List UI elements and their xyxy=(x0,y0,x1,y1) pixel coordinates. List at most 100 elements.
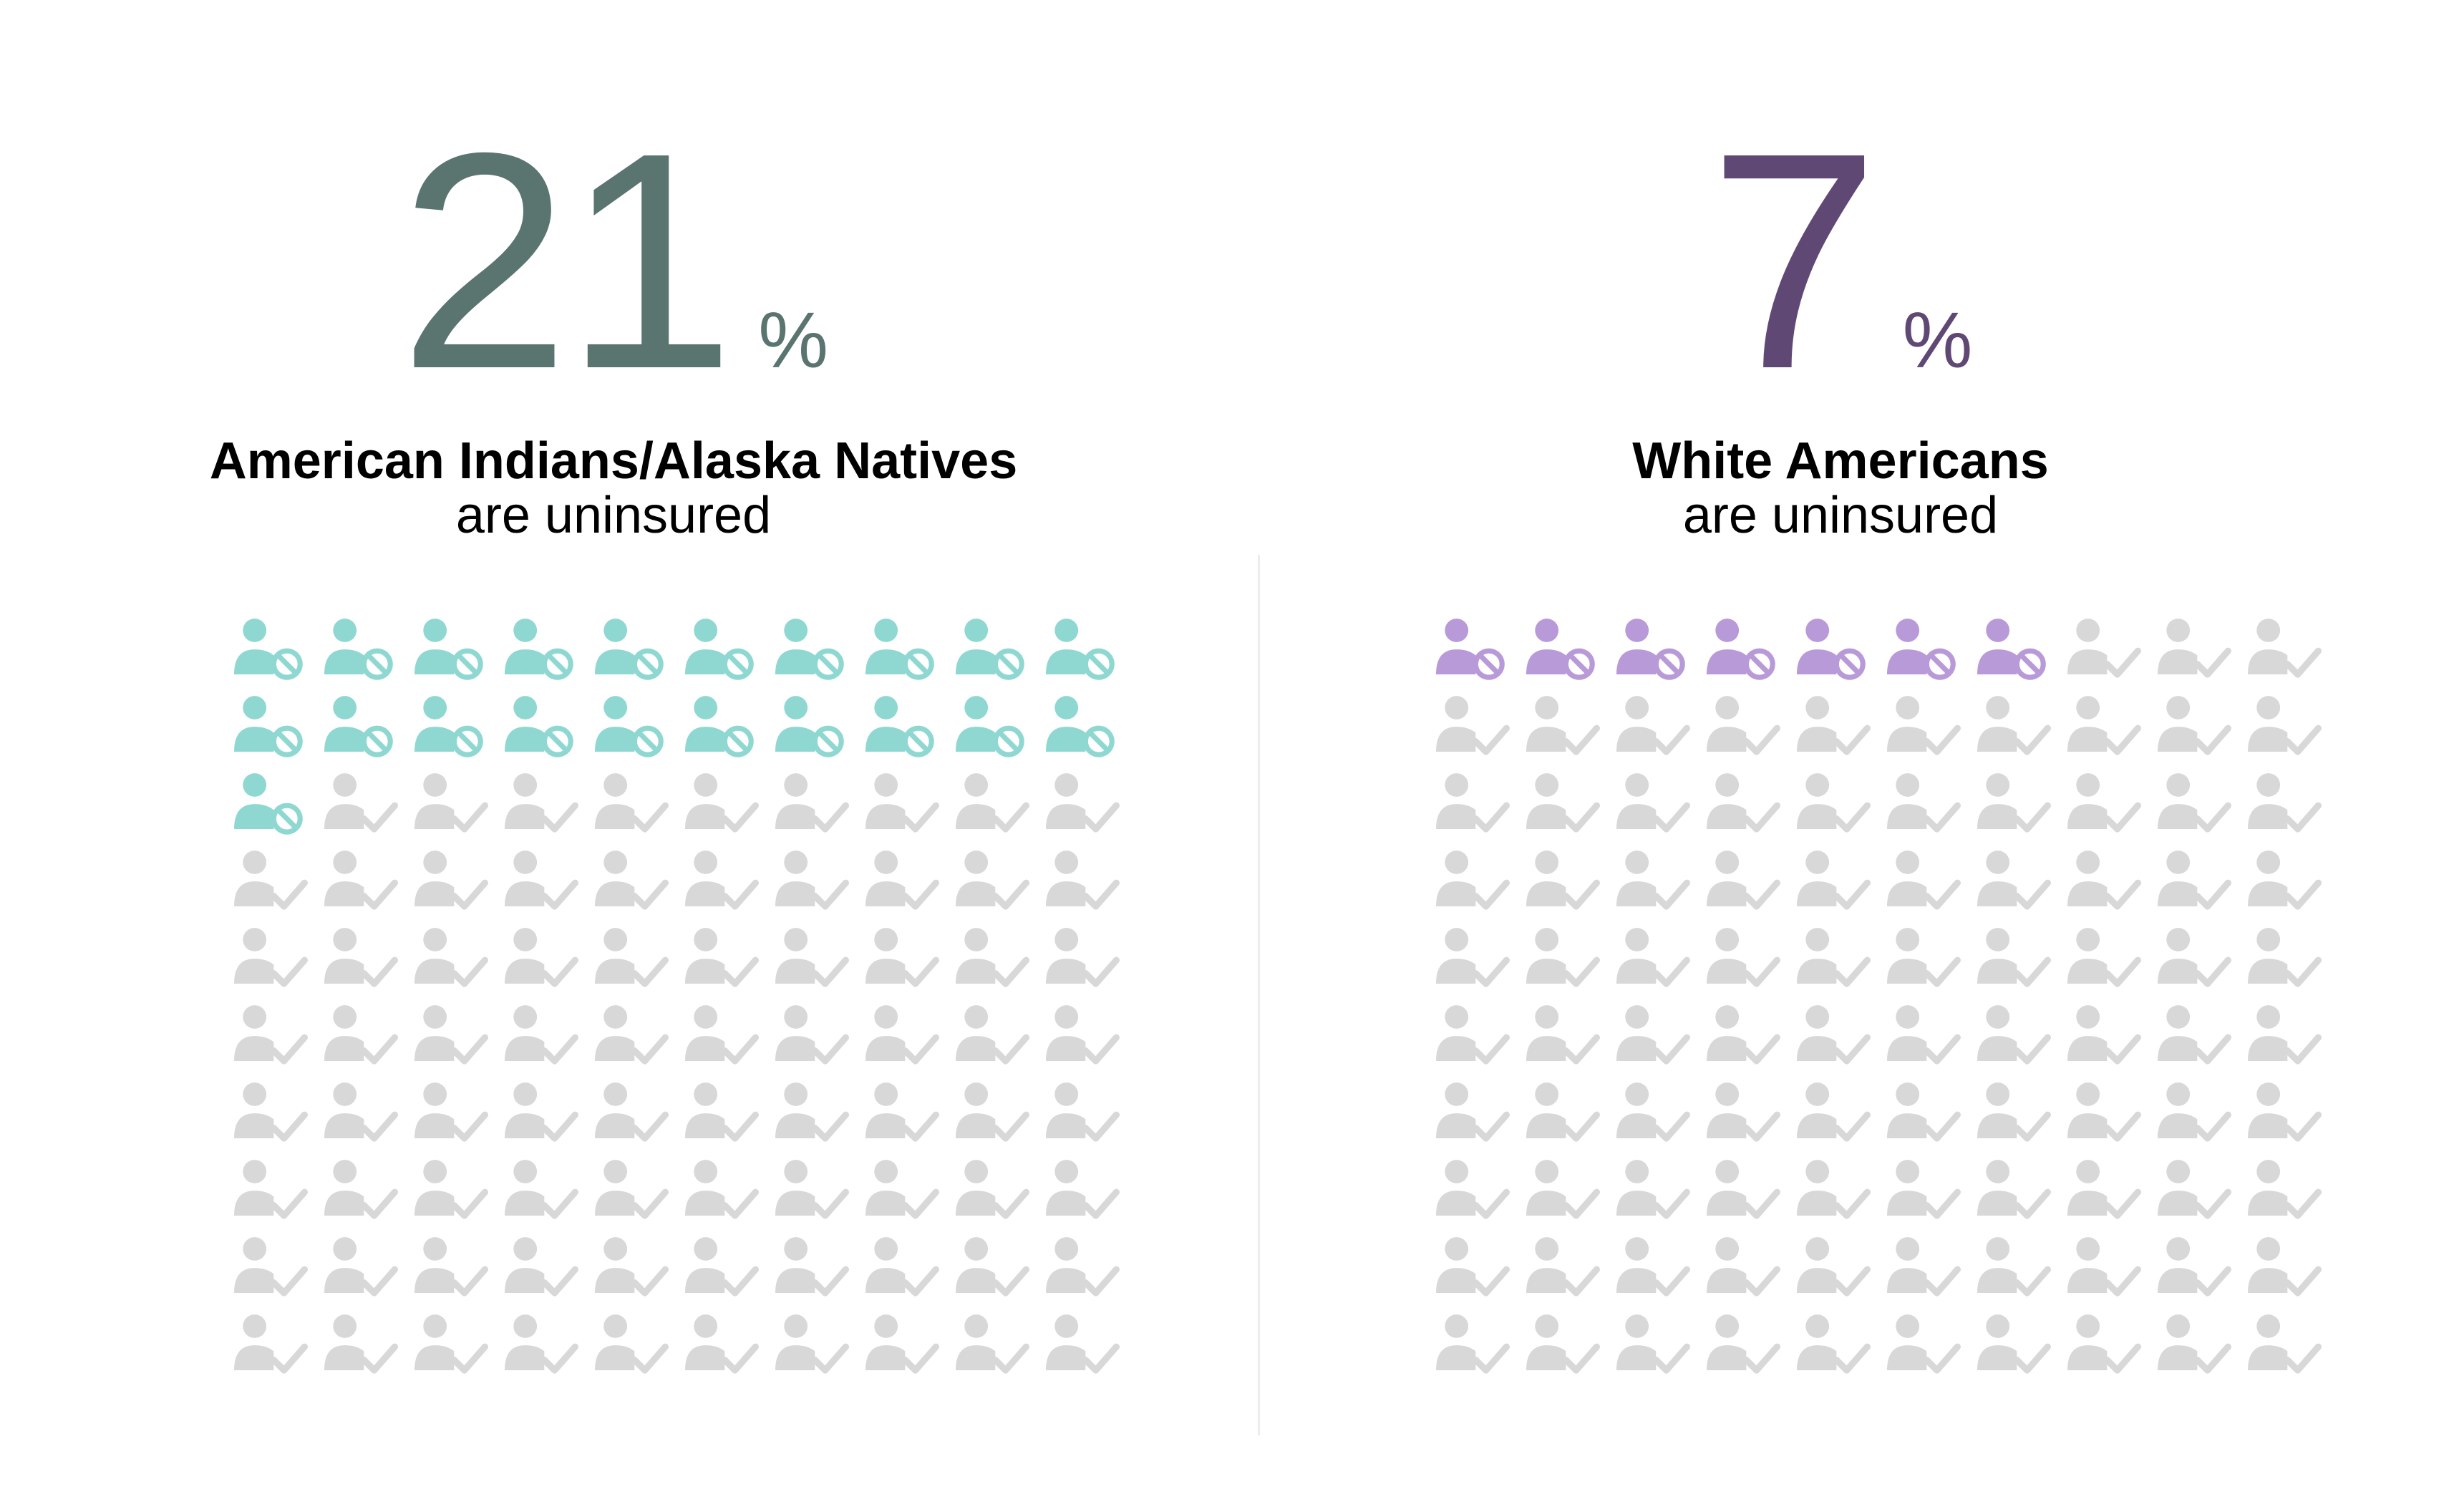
no-icon xyxy=(902,648,934,680)
person-insured-icon xyxy=(595,773,669,833)
person-insured-icon xyxy=(1526,1160,1601,1219)
no-icon xyxy=(361,648,393,680)
no-icon xyxy=(1082,648,1115,680)
person-insured-icon xyxy=(2067,773,2142,833)
check-icon xyxy=(1082,879,1120,910)
check-icon xyxy=(1562,1188,1601,1219)
check-icon xyxy=(2284,647,2322,678)
no-icon xyxy=(1653,648,1685,680)
person-insured-icon xyxy=(865,1160,940,1219)
check-icon xyxy=(1652,1034,1691,1065)
check-icon xyxy=(1472,1188,1510,1219)
check-icon xyxy=(721,956,760,987)
check-icon xyxy=(631,802,669,833)
person-insured-icon xyxy=(324,1160,399,1219)
check-icon xyxy=(2103,802,2142,833)
check-icon xyxy=(1742,1034,1781,1065)
person-insured-icon xyxy=(1526,1082,1601,1142)
check-icon xyxy=(1923,1266,1961,1297)
person-insured-icon xyxy=(414,850,489,910)
check-icon xyxy=(2193,1343,2232,1374)
person-insured-icon xyxy=(1977,696,2052,755)
person-insured-icon xyxy=(505,850,579,910)
person-insured-icon xyxy=(1977,1082,2052,1142)
check-icon xyxy=(1652,724,1691,755)
check-icon xyxy=(1833,1034,1871,1065)
person-insured-icon xyxy=(1616,1237,1691,1297)
check-icon xyxy=(360,1034,399,1065)
person-uninsured-icon xyxy=(1977,619,2046,680)
check-icon xyxy=(450,1188,489,1219)
check-icon xyxy=(1742,879,1781,910)
check-icon xyxy=(450,1111,489,1142)
person-insured-icon xyxy=(1887,928,1961,987)
check-icon xyxy=(2103,1111,2142,1142)
check-icon xyxy=(1472,1034,1510,1065)
person-insured-icon xyxy=(2248,773,2322,833)
check-icon xyxy=(2103,879,2142,910)
check-icon xyxy=(811,1343,850,1374)
check-icon xyxy=(2013,1034,2052,1065)
check-icon xyxy=(2193,724,2232,755)
person-insured-icon xyxy=(775,773,850,833)
check-icon xyxy=(1472,802,1510,833)
person-insured-icon xyxy=(414,928,489,987)
person-insured-icon xyxy=(1707,1314,1781,1374)
person-insured-icon xyxy=(505,1005,579,1065)
check-icon xyxy=(1082,956,1120,987)
check-icon xyxy=(631,1111,669,1142)
person-insured-icon xyxy=(1436,1237,1510,1297)
check-icon xyxy=(811,1111,850,1142)
person-insured-icon xyxy=(1436,928,1510,987)
person-uninsured-icon xyxy=(1616,619,1685,680)
person-insured-icon xyxy=(1436,773,1510,833)
check-icon xyxy=(2013,1266,2052,1297)
person-insured-icon xyxy=(324,1082,399,1142)
person-insured-icon xyxy=(2158,1237,2232,1297)
check-icon xyxy=(1562,724,1601,755)
check-icon xyxy=(1082,1111,1120,1142)
person-insured-icon xyxy=(414,1082,489,1142)
check-icon xyxy=(991,1343,1030,1374)
person-insured-icon xyxy=(2248,1160,2322,1219)
person-insured-icon xyxy=(2067,1314,2142,1374)
check-icon xyxy=(360,1343,399,1374)
check-icon xyxy=(991,956,1030,987)
person-insured-icon xyxy=(685,1005,760,1065)
person-insured-icon xyxy=(1887,1160,1961,1219)
check-icon xyxy=(540,956,579,987)
check-icon xyxy=(631,879,669,910)
person-insured-icon xyxy=(956,773,1030,833)
check-icon xyxy=(2013,1343,2052,1374)
person-uninsured-icon xyxy=(505,619,573,680)
check-icon xyxy=(721,1034,760,1065)
person-insured-icon xyxy=(595,1314,669,1374)
person-uninsured-icon xyxy=(1707,619,1775,680)
check-icon xyxy=(901,802,940,833)
person-uninsured-icon xyxy=(595,619,664,680)
check-icon xyxy=(270,1111,309,1142)
person-insured-icon xyxy=(1887,850,1961,910)
chart-title: American Indians/Alaska Natives xyxy=(209,432,1018,490)
check-icon xyxy=(2013,879,2052,910)
person-insured-icon xyxy=(1887,1314,1961,1374)
check-icon xyxy=(1923,724,1961,755)
check-icon xyxy=(2193,1034,2232,1065)
person-uninsured-icon xyxy=(234,696,303,757)
person-insured-icon xyxy=(2248,850,2322,910)
person-insured-icon xyxy=(685,1314,760,1374)
person-insured-icon xyxy=(1977,1314,2052,1374)
person-insured-icon xyxy=(775,928,850,987)
person-uninsured-icon xyxy=(1797,619,1866,680)
person-insured-icon xyxy=(414,1314,489,1374)
check-icon xyxy=(2013,956,2052,987)
check-icon xyxy=(2284,1034,2322,1065)
check-icon xyxy=(631,1188,669,1219)
check-icon xyxy=(991,1188,1030,1219)
person-insured-icon xyxy=(505,928,579,987)
person-insured-icon xyxy=(1707,850,1781,910)
person-insured-icon xyxy=(775,1237,850,1297)
check-icon xyxy=(1742,1343,1781,1374)
person-uninsured-icon xyxy=(595,696,664,757)
check-icon xyxy=(1652,1343,1691,1374)
